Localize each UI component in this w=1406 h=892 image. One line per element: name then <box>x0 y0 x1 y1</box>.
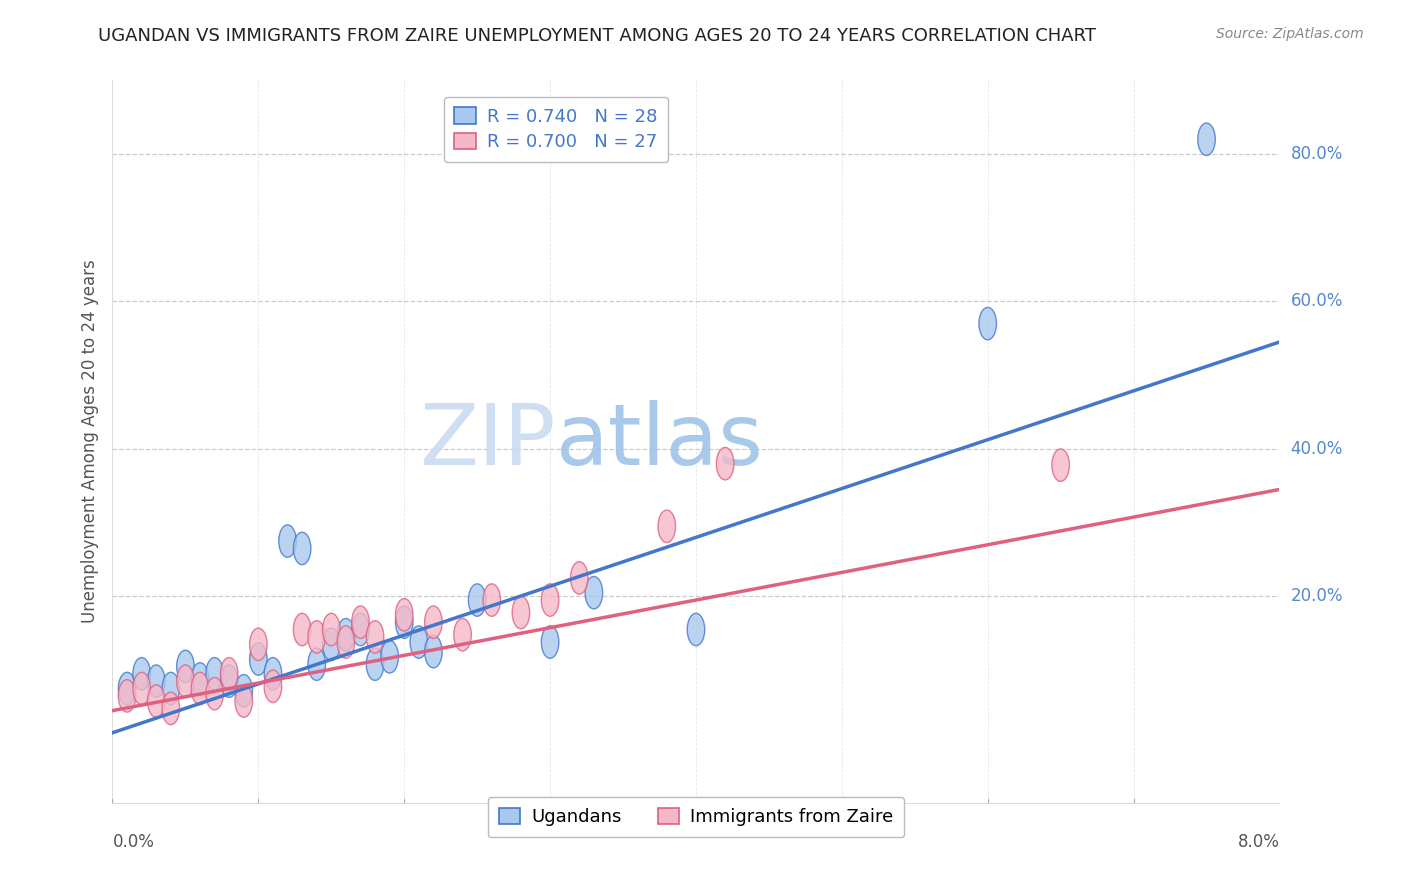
Text: 60.0%: 60.0% <box>1291 293 1343 310</box>
Ellipse shape <box>308 648 325 681</box>
Text: 0.0%: 0.0% <box>112 833 155 851</box>
Ellipse shape <box>294 533 311 565</box>
Ellipse shape <box>352 606 370 639</box>
Ellipse shape <box>177 650 194 682</box>
Ellipse shape <box>278 524 297 558</box>
Ellipse shape <box>425 606 441 639</box>
Text: Source: ZipAtlas.com: Source: ZipAtlas.com <box>1216 27 1364 41</box>
Ellipse shape <box>264 657 281 690</box>
Ellipse shape <box>367 648 384 681</box>
Ellipse shape <box>411 626 427 658</box>
Text: atlas: atlas <box>555 400 763 483</box>
Ellipse shape <box>148 665 165 698</box>
Ellipse shape <box>352 614 370 646</box>
Ellipse shape <box>1052 449 1070 482</box>
Ellipse shape <box>221 657 238 690</box>
Ellipse shape <box>1198 123 1215 155</box>
Ellipse shape <box>571 562 588 594</box>
Legend: Ugandans, Immigrants from Zaire: Ugandans, Immigrants from Zaire <box>488 797 904 837</box>
Ellipse shape <box>381 640 398 673</box>
Ellipse shape <box>541 584 558 616</box>
Ellipse shape <box>205 657 224 690</box>
Ellipse shape <box>717 448 734 480</box>
Ellipse shape <box>205 677 224 710</box>
Text: 20.0%: 20.0% <box>1291 587 1343 606</box>
Text: ZIP: ZIP <box>419 400 555 483</box>
Text: UGANDAN VS IMMIGRANTS FROM ZAIRE UNEMPLOYMENT AMONG AGES 20 TO 24 YEARS CORRELAT: UGANDAN VS IMMIGRANTS FROM ZAIRE UNEMPLO… <box>98 27 1097 45</box>
Ellipse shape <box>337 626 354 658</box>
Ellipse shape <box>191 663 208 695</box>
Ellipse shape <box>468 584 486 616</box>
Ellipse shape <box>148 685 165 717</box>
Ellipse shape <box>337 618 354 651</box>
Ellipse shape <box>395 606 413 639</box>
Text: 40.0%: 40.0% <box>1291 440 1343 458</box>
Ellipse shape <box>118 680 136 712</box>
Ellipse shape <box>118 673 136 705</box>
Ellipse shape <box>585 576 603 609</box>
Ellipse shape <box>235 685 253 717</box>
Ellipse shape <box>395 599 413 631</box>
Ellipse shape <box>512 597 530 629</box>
Ellipse shape <box>367 621 384 653</box>
Ellipse shape <box>541 626 558 658</box>
Y-axis label: Unemployment Among Ages 20 to 24 years: Unemployment Among Ages 20 to 24 years <box>80 260 98 624</box>
Ellipse shape <box>162 673 180 705</box>
Ellipse shape <box>250 628 267 660</box>
Ellipse shape <box>250 643 267 675</box>
Ellipse shape <box>294 614 311 646</box>
Ellipse shape <box>454 618 471 651</box>
Ellipse shape <box>264 670 281 703</box>
Ellipse shape <box>221 665 238 698</box>
Ellipse shape <box>322 614 340 646</box>
Ellipse shape <box>658 510 675 542</box>
Ellipse shape <box>425 635 441 668</box>
Text: 8.0%: 8.0% <box>1237 833 1279 851</box>
Ellipse shape <box>134 657 150 690</box>
Ellipse shape <box>308 621 325 653</box>
Ellipse shape <box>484 584 501 616</box>
Ellipse shape <box>688 614 704 646</box>
Ellipse shape <box>134 673 150 705</box>
Ellipse shape <box>191 673 208 705</box>
Ellipse shape <box>162 692 180 724</box>
Text: 80.0%: 80.0% <box>1291 145 1343 163</box>
Ellipse shape <box>235 674 253 707</box>
Ellipse shape <box>322 628 340 660</box>
Ellipse shape <box>979 308 997 340</box>
Ellipse shape <box>177 665 194 698</box>
